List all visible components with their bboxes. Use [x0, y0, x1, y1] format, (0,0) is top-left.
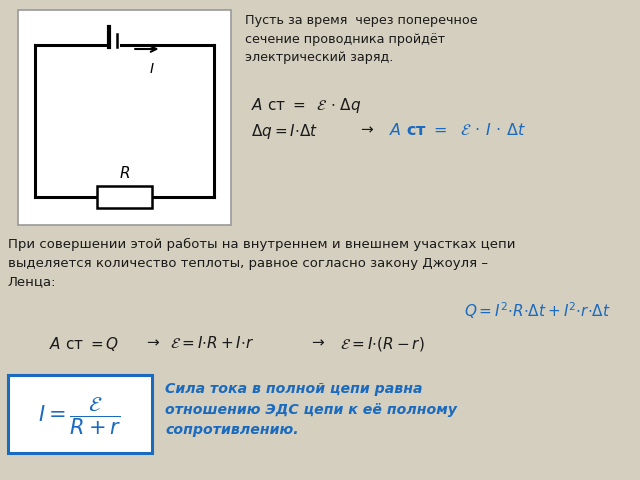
Text: →: →: [146, 335, 159, 350]
Text: R: R: [119, 166, 130, 181]
Text: $\mathit{A}$ ст $= Q$: $\mathit{A}$ ст $= Q$: [49, 335, 119, 353]
Text: $\Delta q = I{\cdot}\Delta t$: $\Delta q = I{\cdot}\Delta t$: [251, 122, 318, 141]
Text: $\mathcal{E} = I{\cdot}(R- r)$: $\mathcal{E} = I{\cdot}(R- r)$: [340, 335, 425, 353]
Text: $\mathit{A}$ ст $=\;$ $\mathcal{E}$ $\cdot$ $\Delta q$: $\mathit{A}$ ст $=\;$ $\mathcal{E}$ $\cd…: [251, 96, 362, 115]
Text: $\mathit{I} = \dfrac{\mathcal{E}}{R+r}$: $\mathit{I} = \dfrac{\mathcal{E}}{R+r}$: [38, 395, 122, 437]
Text: $\mathit{A}$ ст $=\;$ $\mathcal{E}$ $\cdot$ $\mathit{I}$ $\cdot$ $\Delta t$: $\mathit{A}$ ст $=\;$ $\mathcal{E}$ $\cd…: [389, 122, 526, 138]
Text: I: I: [150, 62, 154, 76]
Bar: [8, 375, 152, 453]
Text: Сила тока в полной цепи равна
отношению ЭДС цепи к её полному
сопротивлению.: Сила тока в полной цепи равна отношению …: [165, 382, 458, 437]
Text: $\mathcal{E} = I{\cdot}R+ I{\cdot}r$: $\mathcal{E} = I{\cdot}R+ I{\cdot}r$: [170, 335, 254, 351]
Text: $Q = I^2{\cdot}R{\cdot}\Delta t + I^2{\cdot}r{\cdot}\Delta t$: $Q = I^2{\cdot}R{\cdot}\Delta t + I^2{\c…: [464, 300, 611, 321]
Bar: [17, 10, 232, 225]
Bar: [97, 186, 152, 208]
Text: Пусть за время  через поперечное
сечение проводника пройдёт
электрический заряд.: Пусть за время через поперечное сечение …: [245, 14, 477, 64]
Text: При совершении этой работы на внутреннем и внешнем участках цепи
выделяется коли: При совершении этой работы на внутреннем…: [8, 238, 515, 288]
Text: →: →: [360, 122, 372, 137]
Text: →: →: [311, 335, 324, 350]
